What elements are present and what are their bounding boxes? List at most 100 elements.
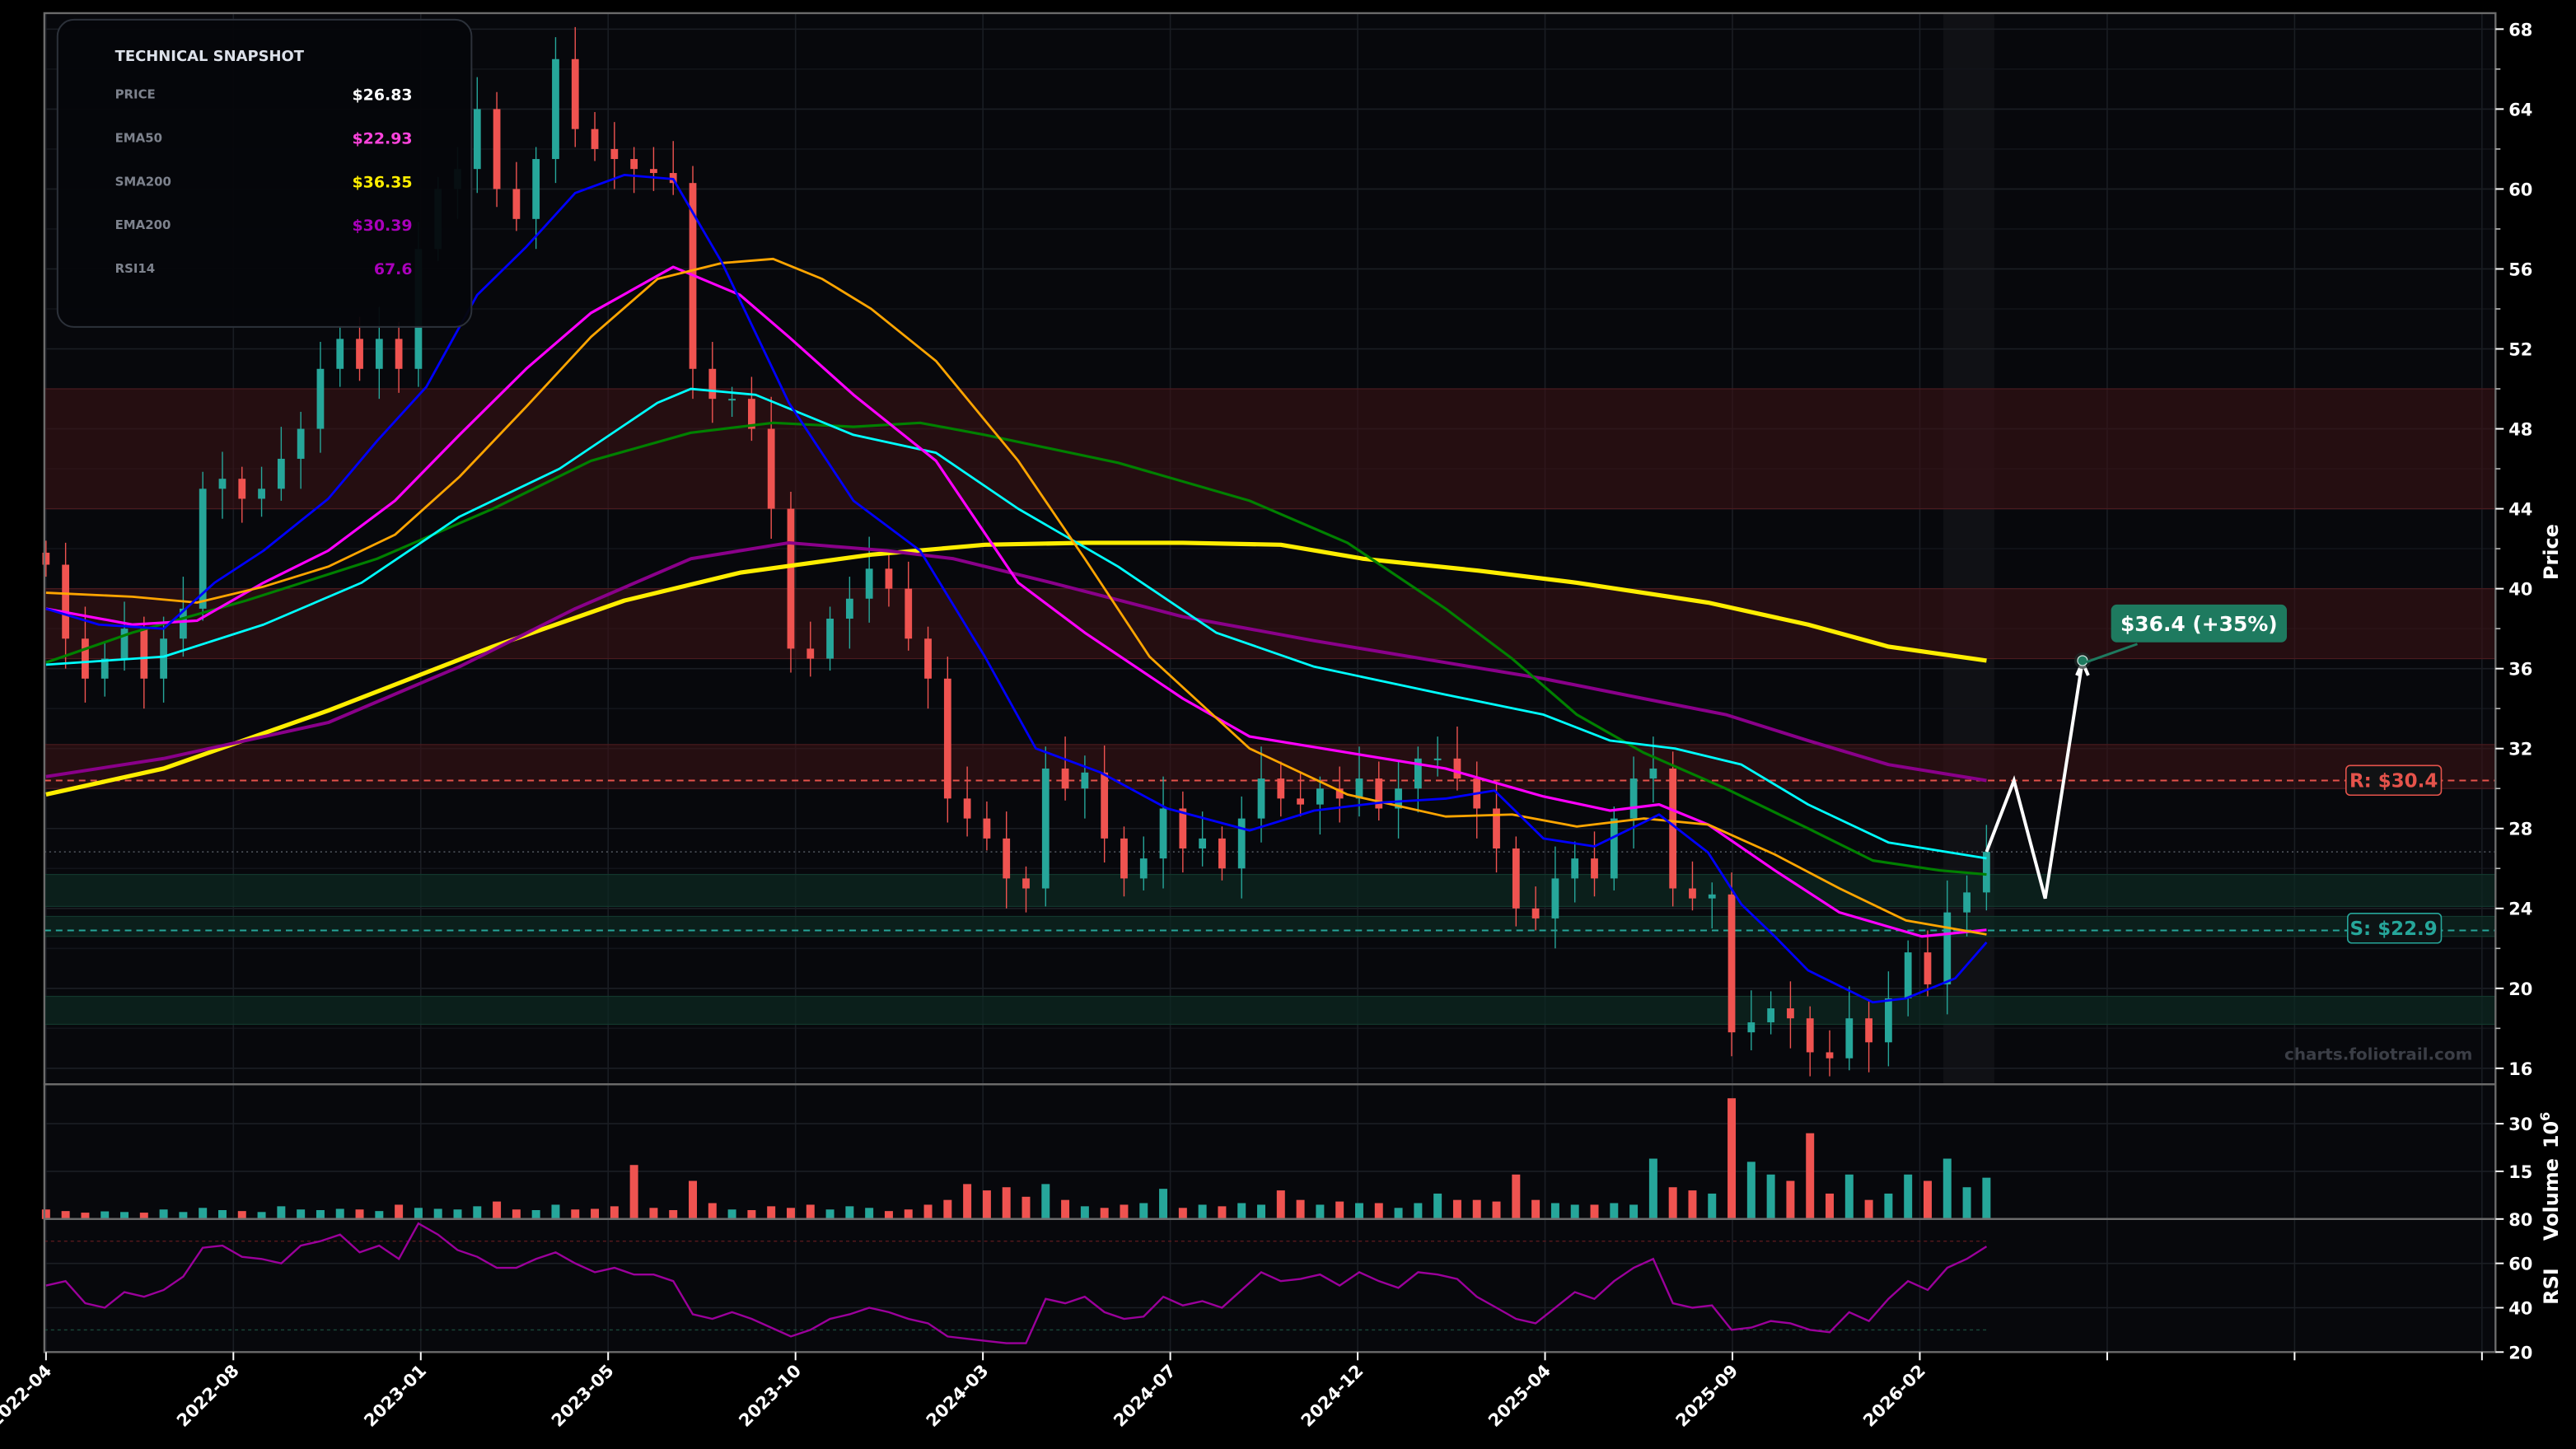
candle-body (1335, 788, 1344, 799)
volume-bar (669, 1209, 678, 1219)
candle-body (473, 109, 481, 170)
candle (1924, 930, 1932, 997)
candle (1904, 940, 1912, 1017)
volume-bar (845, 1206, 854, 1219)
candle (1826, 1030, 1834, 1077)
time-tick-label: 2023-05 (548, 1361, 618, 1431)
volume-bar (1139, 1203, 1148, 1219)
volume-bar (473, 1206, 482, 1219)
candle-body (552, 58, 559, 160)
candle (1179, 791, 1187, 873)
candle-body (826, 619, 834, 659)
candle-body (748, 399, 755, 429)
volume-bar (1786, 1180, 1795, 1219)
candle (826, 606, 834, 671)
volume-bar (943, 1199, 952, 1219)
candle (297, 411, 305, 489)
panel-frame (43, 1218, 2497, 1353)
volume-bar (884, 1211, 893, 1219)
candle (395, 321, 403, 393)
candle-body (62, 564, 70, 639)
volume-bar (1648, 1158, 1657, 1219)
candle (512, 161, 521, 231)
candle-body (1982, 852, 1990, 893)
time-tick-label: 2023-01 (360, 1361, 430, 1431)
candle-body (865, 568, 873, 599)
volume-bar (1923, 1180, 1932, 1219)
candle-body (532, 159, 540, 219)
price-tick-label: 68 (2508, 20, 2532, 40)
volume-bar (1668, 1187, 1677, 1219)
candle (42, 540, 50, 577)
candle-body (787, 508, 795, 649)
price-zones (44, 388, 2496, 1026)
candle (140, 616, 148, 709)
candle-body (258, 488, 265, 499)
rsi-tick-label: 80 (2508, 1210, 2532, 1230)
candle-body (630, 159, 638, 170)
volume-bar (414, 1208, 423, 1219)
candle (1061, 736, 1069, 801)
candle-body (1375, 778, 1383, 809)
candle-body (1885, 998, 1892, 1043)
candle-body (591, 129, 599, 149)
candle-body (1159, 808, 1167, 859)
candle-body (42, 552, 50, 565)
candle (1101, 746, 1109, 862)
snapshot-title: TECHNICAL SNAPSHOT (115, 48, 305, 65)
candle (1747, 990, 1756, 1051)
volume-bar (1178, 1208, 1187, 1219)
price-tick-label: 36 (2508, 660, 2532, 680)
candle-body (277, 458, 285, 489)
volume-bar (904, 1209, 913, 1219)
candle (1022, 866, 1030, 913)
volume-bar (1982, 1177, 1991, 1219)
candle-body (120, 629, 129, 659)
volume-bar (1844, 1174, 1854, 1219)
price-tick-label: 20 (2508, 979, 2532, 999)
candle-body (571, 58, 579, 129)
candle-body (316, 368, 325, 429)
candle-body (963, 798, 971, 819)
snapshot-value-rsi14: 67.6 (374, 260, 413, 278)
volume-bar (1316, 1204, 1325, 1219)
volume-bar (297, 1209, 306, 1219)
price-tick-label: 48 (2508, 420, 2532, 440)
time-tick-label: 2024-03 (923, 1361, 993, 1431)
candle-body (1433, 758, 1442, 760)
candle (1512, 836, 1520, 927)
volume-bar (453, 1209, 462, 1219)
volume-bar (571, 1209, 580, 1219)
volume-bar (1022, 1196, 1031, 1219)
candle (591, 112, 599, 161)
candle-body (1277, 778, 1285, 799)
line-ema10 (45, 174, 1988, 1004)
volume-bar (1159, 1189, 1168, 1219)
volume-bar (865, 1208, 874, 1219)
volume-bar (629, 1165, 638, 1219)
volume-bar (1904, 1174, 1913, 1219)
resistance-label-text: R: $30.4 (2349, 770, 2438, 792)
price-tick-label: 60 (2508, 180, 2532, 199)
volume-bar (316, 1209, 325, 1219)
volume-bar (159, 1209, 168, 1219)
candle (845, 577, 853, 649)
candle (1159, 776, 1167, 889)
snapshot-label-ema50: EMA50 (115, 131, 162, 146)
volume-bar (1002, 1187, 1011, 1219)
price-tick-label: 28 (2508, 820, 2532, 839)
snapshot-rows: PRICE $26.83 EMA50 $22.93 SMA200 $36.35 EMA200… (115, 86, 413, 278)
candle (865, 536, 873, 623)
resistance-zone (44, 388, 2496, 510)
candle (238, 466, 246, 523)
candle-body (1041, 768, 1050, 889)
candle (1335, 766, 1344, 823)
candle (316, 342, 325, 453)
volume-bar (531, 1209, 540, 1219)
candle (180, 577, 187, 657)
volume-bar (61, 1211, 70, 1219)
candle-body (1414, 758, 1422, 789)
candle-body (1395, 788, 1402, 809)
candle (1199, 811, 1207, 867)
